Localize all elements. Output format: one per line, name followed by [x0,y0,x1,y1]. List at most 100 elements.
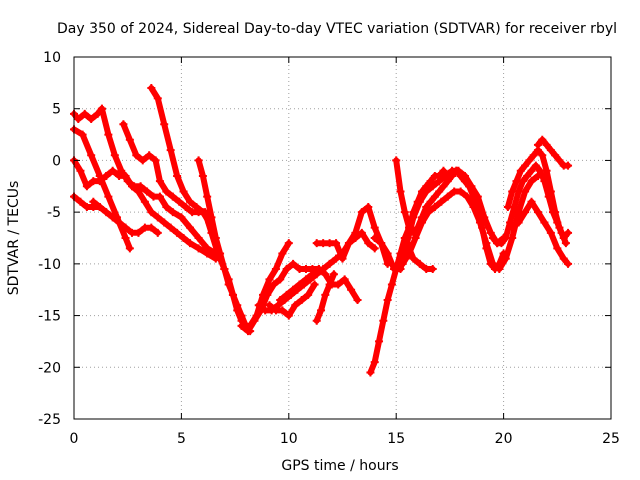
data-point-marker [168,208,177,217]
data-point-marker [102,208,111,217]
data-point-marker [153,213,162,222]
data-point-marker [329,270,338,279]
data-point-marker [409,254,418,263]
data-point-marker [559,254,568,263]
data-point-marker [527,177,536,186]
data-point-marker [168,192,177,201]
data-point-marker [175,197,184,206]
series-arc-1 [71,126,133,252]
data-point-marker [254,301,263,310]
series-arc-12 [238,260,361,335]
y-tick-label: 5 [52,102,61,118]
x-tick-label: 0 [70,431,79,447]
axis-ticks [73,56,612,420]
data-point-marker [469,192,478,201]
data-point-marker [325,259,334,268]
data-point-marker [151,156,160,165]
data-point-marker [364,202,373,211]
data-point-marker [108,213,117,222]
data-point-marker [456,171,465,180]
data-point-marker [400,208,409,217]
data-point-marker [185,239,194,248]
data-point-marker [317,306,326,315]
data-point-marker [203,249,212,258]
data-point-marker [430,192,439,201]
data-point-marker [134,187,143,196]
data-point-marker [95,177,104,186]
data-point-marker [564,259,573,268]
data-point-marker [531,161,540,170]
data-point-marker [297,296,306,305]
data-point-marker [194,244,203,253]
data-point-marker [119,120,128,129]
data-point-marker [501,234,510,242]
data-point-marker [435,177,444,186]
data-point-marker [147,223,156,232]
data-point-marker [136,182,145,191]
data-point-marker [497,239,506,248]
plot-frame [73,56,612,420]
data-point-marker [321,270,330,279]
data-point-marker [194,234,203,242]
data-point-marker [529,151,538,160]
data-point-marker [527,166,536,175]
data-point-marker [370,358,379,367]
data-point-marker [428,265,437,274]
data-point-marker [486,228,495,237]
data-point-marker [160,120,169,129]
data-point-marker [125,135,134,144]
data-point-marker [514,218,523,227]
data-point-marker [192,202,201,211]
y-axis-title: SDTVAR / TECUs [6,181,22,296]
x-tick-label: 5 [177,431,186,447]
data-point-marker [499,249,508,258]
data-point-marker [546,228,555,237]
data-point-marker [561,239,570,248]
data-point-marker [351,228,360,237]
data-point-marker [564,161,573,170]
data-point-marker [387,280,396,289]
data-point-marker [153,228,162,237]
data-point-marker [546,187,555,196]
data-point-marker [143,187,152,196]
data-point-marker [295,280,304,289]
data-point-marker [551,151,560,160]
data-point-marker [540,218,549,227]
data-point-marker [411,234,420,242]
y-tick-label: -25 [38,412,61,428]
data-point-marker [398,259,407,268]
data-point-marker [312,316,321,325]
data-point-marker [370,234,379,242]
data-point-marker [538,135,547,144]
data-point-marker [121,223,130,232]
data-point-marker [426,177,435,186]
data-point-marker [375,337,384,346]
data-point-marker [439,166,448,175]
data-point-marker [435,187,444,196]
y-tick-label: 10 [43,50,61,66]
data-point-marker [203,192,212,201]
data-point-marker [155,177,164,186]
data-point-marker [443,192,452,201]
data-point-marker [147,208,156,217]
data-point-marker [508,187,517,196]
data-point-marker [102,171,111,180]
data-point-marker [179,187,188,196]
data-point-marker [160,218,169,227]
data-point-marker [533,140,542,149]
data-point-marker [132,151,141,160]
data-point-marker [377,239,386,248]
data-point-marker [198,171,207,180]
data-point-marker [185,197,194,206]
data-point-marker [488,234,497,242]
y-tick-label: -15 [38,309,61,325]
data-point-marker [538,151,547,160]
data-point-marker [473,202,482,211]
data-point-marker [521,208,530,217]
data-point-marker [173,171,182,180]
data-point-marker [121,234,130,242]
data-point-marker [465,182,474,191]
data-point-marker [104,130,113,139]
data-point-marker [237,321,246,330]
data-point-marker [87,115,96,124]
